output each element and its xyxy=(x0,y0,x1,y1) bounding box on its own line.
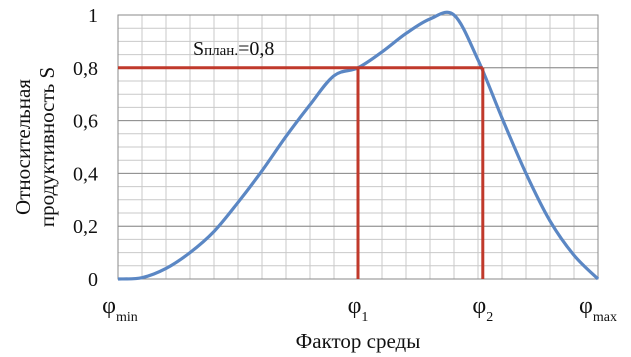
y-axis-title-line1: Относительная xyxy=(11,79,35,215)
y-tick-label: 0 xyxy=(88,269,98,291)
y-tick-label: 0,8 xyxy=(73,58,98,80)
threshold-label-s: S xyxy=(193,38,204,60)
y-axis-title-line2: продуктивность S xyxy=(35,67,59,227)
x-tick-label-base: φ xyxy=(348,293,362,319)
y-tick-label: 0,6 xyxy=(73,111,98,133)
threshold-label-value: =0,8 xyxy=(238,38,274,60)
y-tick-label: 0,2 xyxy=(73,216,98,238)
x-tick-label: φmin xyxy=(102,293,138,325)
x-tick-label: φ2 xyxy=(472,293,493,325)
threshold-label-sub: план. xyxy=(204,43,238,59)
x-tick-label-sub: 2 xyxy=(486,310,493,325)
x-tick-label-base: φ xyxy=(102,293,116,319)
x-tick-label-sub: 1 xyxy=(361,310,368,325)
x-tick-label: φ1 xyxy=(348,293,369,325)
y-axis-title: Относительнаяпродуктивность S xyxy=(11,67,59,227)
x-axis-title: Фактор среды xyxy=(296,329,421,353)
x-tick-label-sub: max xyxy=(593,310,617,325)
x-tick-label-base: φ xyxy=(579,293,593,319)
y-tick-label: 0,4 xyxy=(73,163,98,185)
x-tick-label-base: φ xyxy=(472,293,486,319)
x-tick-label-sub: min xyxy=(116,310,138,325)
threshold-label: Sплан.=0,8 xyxy=(193,38,274,60)
x-tick-label: φmax xyxy=(579,293,617,325)
threshold-layer xyxy=(118,66,485,279)
y-tick-label: 1 xyxy=(88,5,98,27)
